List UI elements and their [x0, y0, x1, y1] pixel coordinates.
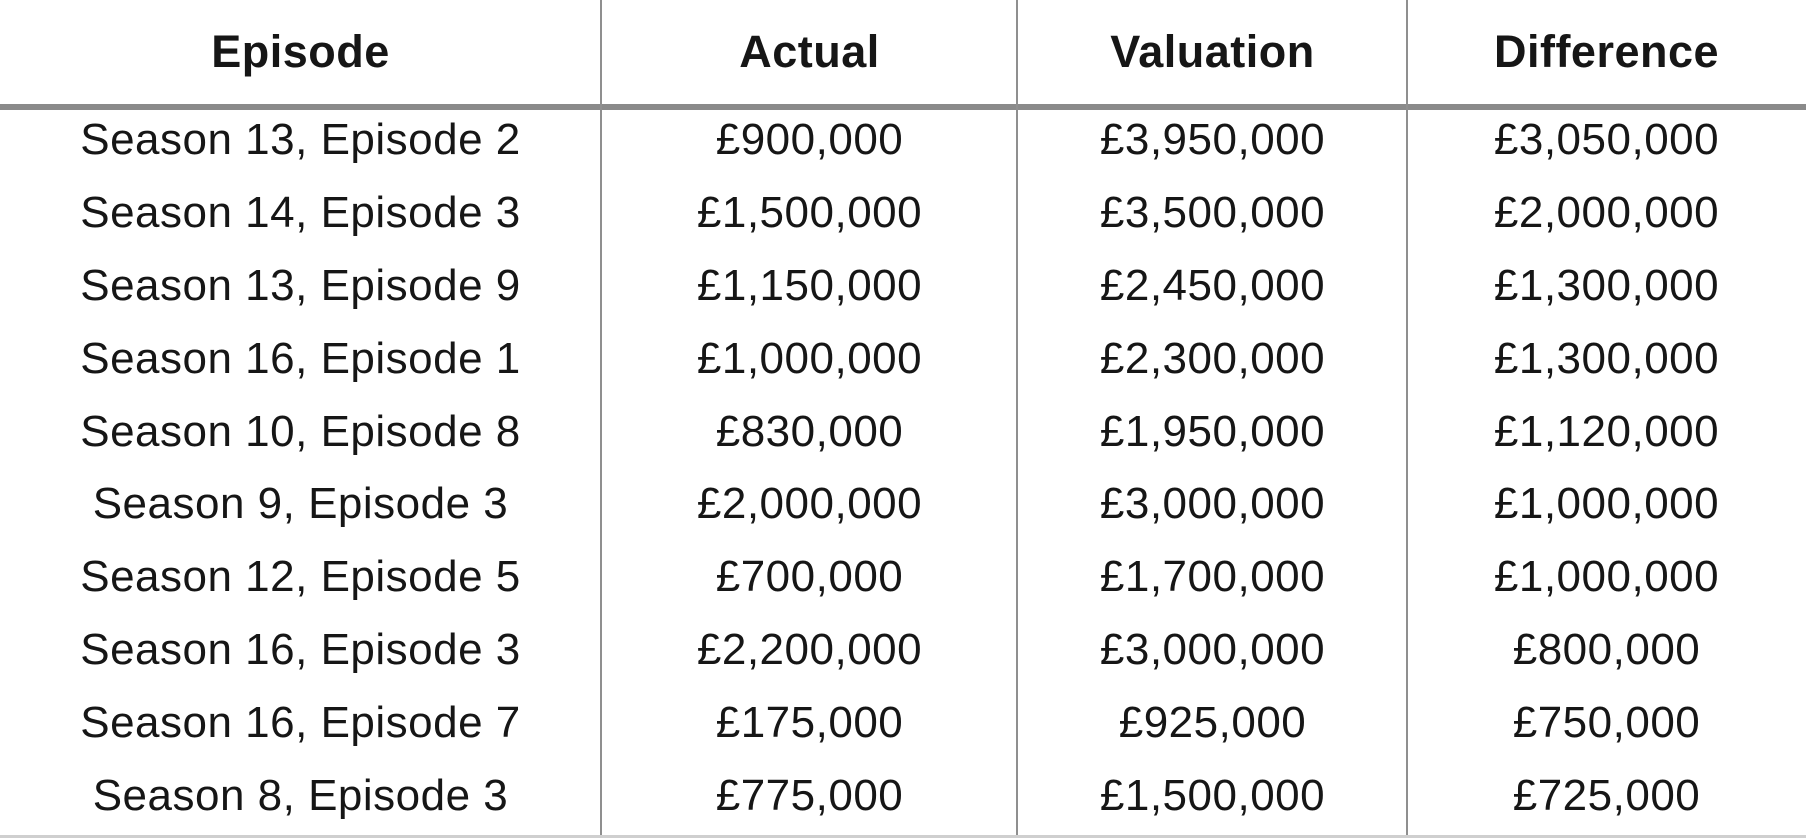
table-row: Season 12, Episode 5 £700,000 £1,700,000… [0, 541, 1806, 614]
episode-cell: Season 9, Episode 3 [92, 479, 509, 529]
valuation-cell: £925,000 [1118, 697, 1307, 747]
actual-cell: £2,000,000 [696, 479, 923, 529]
actual-cell: £830,000 [715, 406, 904, 456]
column-divider-3 [1406, 0, 1408, 838]
difference-cell: £1,000,000 [1493, 479, 1720, 529]
actual-cell: £2,200,000 [696, 624, 923, 674]
table-row: Season 14, Episode 3 £1,500,000 £3,500,0… [0, 177, 1806, 250]
column-divider-1 [600, 0, 602, 838]
table-row: Season 16, Episode 7 £175,000 £925,000 £… [0, 686, 1806, 759]
table-row: Season 16, Episode 3 £2,200,000 £3,000,0… [0, 614, 1806, 687]
column-header-difference: Difference [1493, 26, 1720, 77]
valuation-cell: £2,450,000 [1099, 260, 1326, 310]
table-row: Season 13, Episode 9 £1,150,000 £2,450,0… [0, 250, 1806, 323]
table-row: Season 10, Episode 8 £830,000 £1,950,000… [0, 395, 1806, 468]
episode-cell: Season 16, Episode 7 [80, 697, 521, 747]
difference-cell: £2,000,000 [1493, 188, 1720, 238]
table-row: Season 8, Episode 3 £775,000 £1,500,000 … [0, 759, 1806, 832]
actual-cell: £1,150,000 [696, 260, 923, 310]
episode-cell: Season 16, Episode 1 [80, 333, 521, 383]
valuation-cell: £3,950,000 [1099, 115, 1326, 165]
valuation-cell: £1,700,000 [1099, 552, 1326, 602]
difference-cell: £725,000 [1512, 770, 1701, 820]
table-row: Season 16, Episode 1 £1,000,000 £2,300,0… [0, 322, 1806, 395]
actual-cell: £1,500,000 [696, 188, 923, 238]
valuation-cell: £1,950,000 [1099, 406, 1326, 456]
valuation-cell: £1,500,000 [1099, 770, 1326, 820]
difference-cell: £750,000 [1512, 697, 1701, 747]
column-header-actual: Actual [739, 26, 880, 77]
difference-cell: £800,000 [1512, 624, 1701, 674]
difference-cell: £1,120,000 [1493, 406, 1720, 456]
episode-cell: Season 13, Episode 2 [80, 115, 521, 165]
difference-cell: £1,300,000 [1493, 260, 1720, 310]
episode-cell: Season 10, Episode 8 [80, 406, 521, 456]
column-header-episode: Episode [211, 26, 390, 77]
episode-cell: Season 14, Episode 3 [80, 188, 521, 238]
table-row: Season 13, Episode 2 £900,000 £3,950,000… [0, 104, 1806, 177]
actual-cell: £900,000 [715, 115, 904, 165]
actual-cell: £700,000 [715, 552, 904, 602]
table-body: Season 13, Episode 2 £900,000 £3,950,000… [0, 104, 1806, 832]
difference-cell: £1,300,000 [1493, 333, 1720, 383]
header-divider-line [0, 104, 1806, 110]
actual-cell: £1,000,000 [696, 333, 923, 383]
column-header-valuation: Valuation [1110, 26, 1315, 77]
episode-cell: Season 16, Episode 3 [80, 624, 521, 674]
valuation-cell: £3,000,000 [1099, 624, 1326, 674]
episode-cell: Season 12, Episode 5 [80, 552, 521, 602]
valuation-cell: £3,000,000 [1099, 479, 1326, 529]
column-divider-2 [1016, 0, 1018, 838]
table-header-row: Episode Actual Valuation Difference [0, 0, 1806, 104]
table-row: Season 9, Episode 3 £2,000,000 £3,000,00… [0, 468, 1806, 541]
valuation-cell: £3,500,000 [1099, 188, 1326, 238]
actual-cell: £175,000 [715, 697, 904, 747]
actual-cell: £775,000 [715, 770, 904, 820]
episode-cell: Season 8, Episode 3 [92, 770, 509, 820]
difference-cell: £1,000,000 [1493, 552, 1720, 602]
difference-cell: £3,050,000 [1493, 115, 1720, 165]
episode-cell: Season 13, Episode 9 [80, 260, 521, 310]
table-bottom-edge [0, 835, 1806, 838]
valuation-cell: £2,300,000 [1099, 333, 1326, 383]
